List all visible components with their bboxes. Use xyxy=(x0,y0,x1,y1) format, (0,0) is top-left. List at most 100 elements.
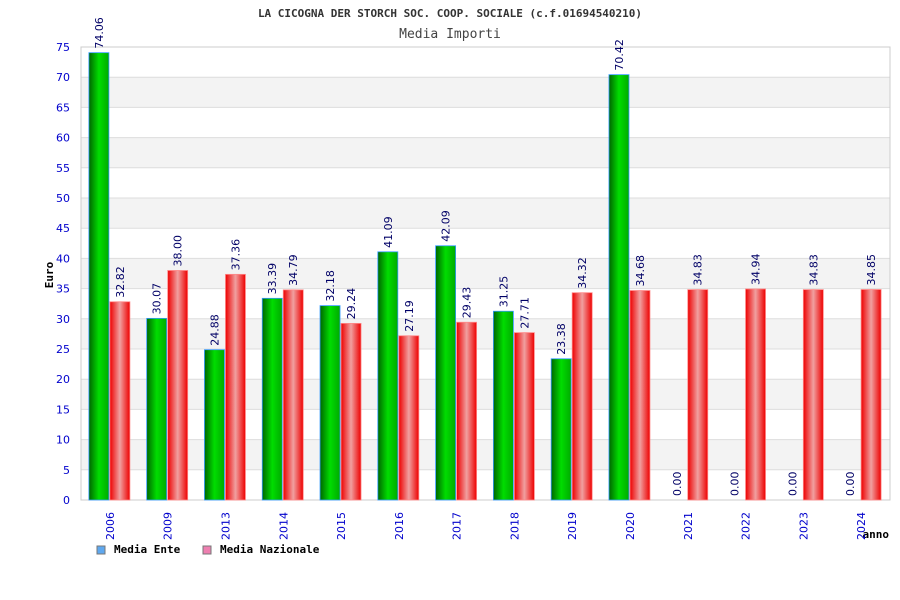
legend-label-media-nazionale: Media Nazionale xyxy=(220,543,320,556)
bar-media-nazionale-2019 xyxy=(571,292,593,501)
bar-media-nazionale-2006 xyxy=(109,301,131,501)
y-tick-label: 75 xyxy=(56,41,70,54)
x-tick-label: 2016 xyxy=(393,512,406,540)
bar-media-nazionale-2024 xyxy=(860,289,882,501)
y-tick-label: 55 xyxy=(56,162,70,175)
data-label: 34.68 xyxy=(634,255,647,287)
bar-media-nazionale-2017 xyxy=(456,321,478,501)
bar-media-nazionale-2015 xyxy=(340,322,362,501)
grid-band xyxy=(81,379,890,410)
x-tick-label: 2015 xyxy=(335,512,348,540)
bar-media-ente-2016 xyxy=(377,251,399,501)
y-tick-label: 70 xyxy=(56,71,70,84)
bar-media-nazionale-2020 xyxy=(629,290,651,501)
x-tick-label: 2019 xyxy=(566,512,579,540)
data-label: 33.39 xyxy=(266,263,279,295)
bar-media-nazionale-2023 xyxy=(802,289,824,501)
data-label: 34.79 xyxy=(287,254,300,286)
bar-media-nazionale-2018 xyxy=(513,332,535,501)
y-tick-label: 25 xyxy=(56,343,70,356)
bar-media-ente-2017 xyxy=(435,245,457,501)
y-tick-label: 60 xyxy=(56,132,70,145)
x-axis-label: anno xyxy=(863,528,890,541)
bar-media-ente-2006 xyxy=(88,52,110,501)
y-tick-label: 65 xyxy=(56,101,70,114)
y-tick-label: 15 xyxy=(56,403,70,416)
data-label: 27.71 xyxy=(518,297,531,329)
bar-media-nazionale-2016 xyxy=(398,335,420,501)
data-label: 24.88 xyxy=(208,314,221,346)
x-tick-label: 2018 xyxy=(508,512,521,540)
y-tick-label: 5 xyxy=(63,464,70,477)
y-tick-label: 35 xyxy=(56,283,70,296)
x-tick-label: 2024 xyxy=(855,512,868,540)
data-label: 0.00 xyxy=(844,472,857,497)
chart-subtitle: Media Importi xyxy=(399,27,501,42)
data-label: 0.00 xyxy=(671,472,684,497)
data-label: 74.06 xyxy=(93,17,106,48)
data-label: 31.25 xyxy=(497,276,510,307)
data-label: 34.32 xyxy=(576,257,589,289)
data-label: 34.83 xyxy=(807,254,820,286)
x-tick-label: 2006 xyxy=(104,512,117,540)
data-label: 38.00 xyxy=(172,235,185,267)
bar-media-nazionale-2014 xyxy=(282,289,304,501)
data-label: 29.24 xyxy=(345,288,358,320)
x-tick-label: 2022 xyxy=(740,512,753,540)
bar-media-ente-2015 xyxy=(319,305,341,501)
x-tick-label: 2017 xyxy=(451,512,464,540)
legend-swatch-media-ente xyxy=(96,545,106,555)
bar-media-ente-2018 xyxy=(492,310,514,501)
x-tick-label: 2013 xyxy=(219,512,232,540)
bar-media-ente-2009 xyxy=(146,317,168,501)
x-tick-label: 2014 xyxy=(277,512,290,540)
chart-title: LA CICOGNA DER STORCH SOC. COOP. SOCIALE… xyxy=(258,7,642,20)
y-axis-label: Euro xyxy=(43,261,56,288)
bar-media-ente-2013 xyxy=(204,349,225,501)
y-tick-label: 30 xyxy=(56,313,70,326)
bar-media-ente-2014 xyxy=(261,297,283,501)
y-tick-label: 45 xyxy=(56,222,70,235)
bar-media-ente-2019 xyxy=(550,358,572,501)
bar-media-ente-2020 xyxy=(608,74,630,501)
data-label: 42.09 xyxy=(440,210,453,242)
y-tick-label: 40 xyxy=(56,252,70,265)
x-tick-label: 2021 xyxy=(682,512,695,540)
bar-media-nazionale-2009 xyxy=(167,270,189,501)
data-label: 70.42 xyxy=(613,39,626,71)
data-label: 37.36 xyxy=(229,239,242,271)
data-label: 34.83 xyxy=(692,254,705,286)
y-tick-label: 0 xyxy=(63,494,70,507)
x-tick-label: 2020 xyxy=(624,512,637,540)
y-tick-label: 50 xyxy=(56,192,70,205)
data-label: 29.43 xyxy=(461,287,474,319)
grid-band xyxy=(81,137,890,168)
y-tick-label: 10 xyxy=(56,434,70,447)
data-label: 0.00 xyxy=(729,472,742,497)
y-tick-label: 20 xyxy=(56,373,70,386)
data-label: 32.82 xyxy=(114,266,127,298)
bar-media-nazionale-2021 xyxy=(687,289,709,501)
data-label: 34.85 xyxy=(865,254,878,286)
bar-media-nazionale-2013 xyxy=(225,273,246,501)
grid-band xyxy=(81,258,890,289)
data-label: 41.09 xyxy=(382,216,395,248)
grid-band xyxy=(81,77,890,108)
grid-band xyxy=(81,439,890,470)
legend-swatch-media-nazionale xyxy=(202,545,212,555)
data-label: 32.18 xyxy=(324,270,337,302)
grid-band xyxy=(81,318,890,349)
plot-frame xyxy=(80,46,891,501)
data-label: 34.94 xyxy=(750,253,763,285)
data-label: 30.07 xyxy=(151,283,164,315)
data-label: 23.38 xyxy=(555,323,568,355)
x-tick-label: 2023 xyxy=(797,512,810,540)
x-tick-label: 2009 xyxy=(162,512,175,540)
bar-media-nazionale-2022 xyxy=(745,288,766,501)
data-label: 0.00 xyxy=(786,472,799,497)
legend-label-media-ente: Media Ente xyxy=(114,543,181,556)
data-label: 27.19 xyxy=(403,300,416,332)
grid-band xyxy=(81,198,890,229)
